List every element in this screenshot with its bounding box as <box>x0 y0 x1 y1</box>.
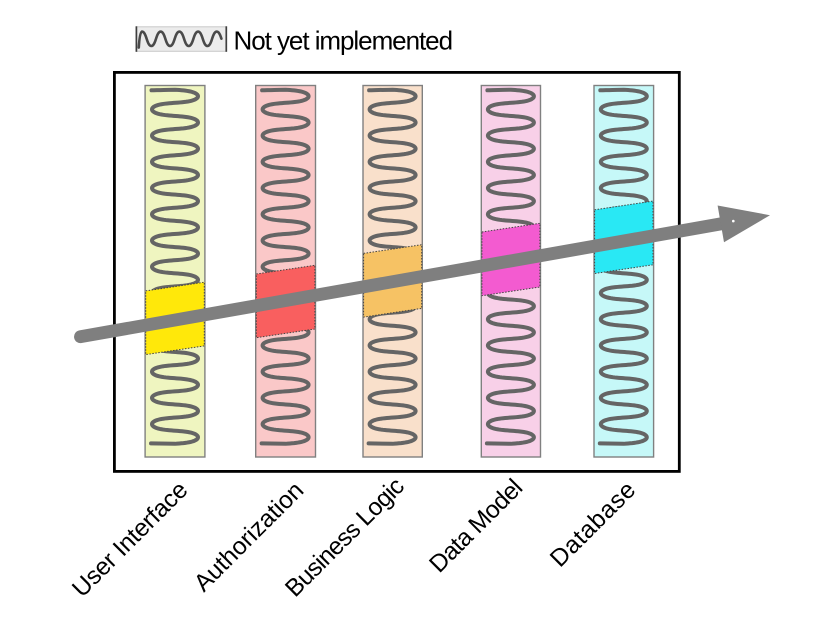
svg-text:Not yet implemented: Not yet implemented <box>234 25 453 55</box>
